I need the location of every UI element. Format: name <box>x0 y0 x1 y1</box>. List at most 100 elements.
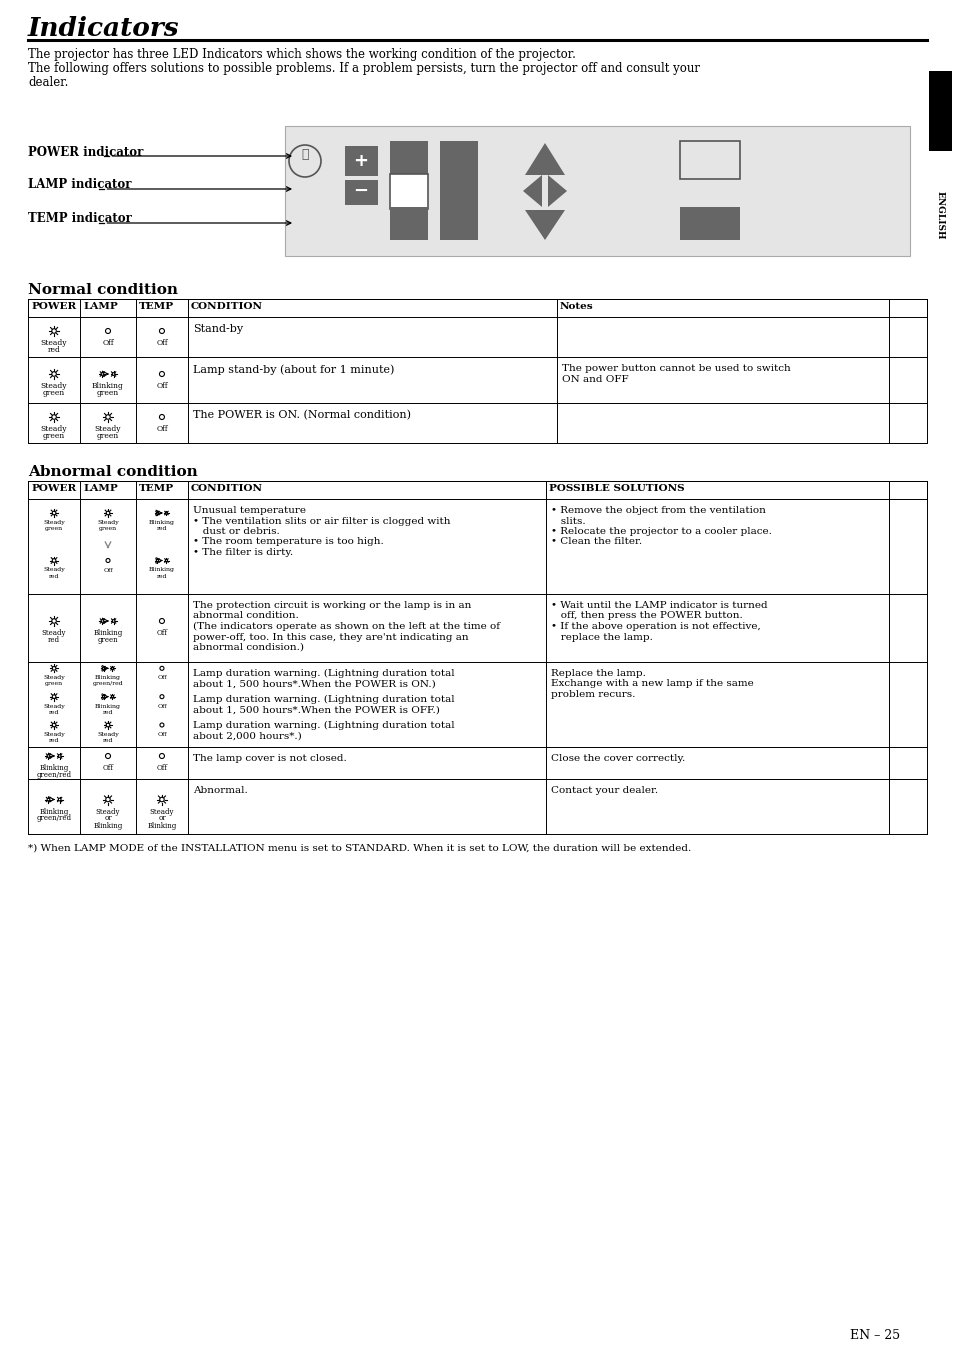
Text: Normal condition: Normal condition <box>28 282 178 297</box>
Text: Abnormal.: Abnormal. <box>193 786 248 794</box>
Polygon shape <box>524 209 564 240</box>
Text: EN – 25: EN – 25 <box>849 1329 900 1342</box>
Text: LAMP indicator: LAMP indicator <box>28 178 132 192</box>
Text: slits.: slits. <box>550 516 585 526</box>
Text: power-off, too. In this case, they are'nt indicating an: power-off, too. In this case, they are'n… <box>193 632 468 642</box>
Text: Abnormal condition: Abnormal condition <box>28 465 197 480</box>
Text: ENGLISH: ENGLISH <box>935 190 943 239</box>
Text: Steady: Steady <box>94 426 121 434</box>
Text: red: red <box>103 738 113 743</box>
Text: Off: Off <box>157 732 167 738</box>
Text: *) When LAMP MODE of the INSTALLATION menu is set to STANDARD. When it is set to: *) When LAMP MODE of the INSTALLATION me… <box>28 844 691 852</box>
Text: green: green <box>97 636 118 644</box>
Text: TEMP indicator: TEMP indicator <box>28 212 132 226</box>
Bar <box>390 207 428 240</box>
Text: POWER indicator: POWER indicator <box>28 146 143 158</box>
Text: Lamp duration warning. (Lightning duration total: Lamp duration warning. (Lightning durati… <box>193 669 455 678</box>
Bar <box>345 180 377 205</box>
Text: about 2,000 hours*.): about 2,000 hours*.) <box>193 731 301 740</box>
Text: green: green <box>45 526 63 531</box>
Text: • If the above operation is not effective,: • If the above operation is not effectiv… <box>550 621 760 631</box>
Text: green: green <box>43 432 65 440</box>
Text: Blinking: Blinking <box>147 821 176 830</box>
Text: dust or debris.: dust or debris. <box>193 527 279 536</box>
Text: Steady: Steady <box>42 630 67 638</box>
Text: Blinking: Blinking <box>39 765 69 771</box>
Text: POWER: POWER <box>30 303 76 311</box>
Text: red: red <box>49 738 59 743</box>
Text: Off: Off <box>156 765 168 771</box>
Text: red: red <box>48 636 60 644</box>
Text: green: green <box>97 432 119 440</box>
Text: red: red <box>49 574 59 578</box>
Text: red: red <box>156 574 167 578</box>
Text: Steady: Steady <box>95 808 120 816</box>
Text: CONDITION: CONDITION <box>191 303 263 311</box>
Text: Blinking: Blinking <box>95 676 121 681</box>
Text: Steady: Steady <box>41 426 68 434</box>
Text: Close the cover correctly.: Close the cover correctly. <box>550 754 684 763</box>
Text: about 1, 500 hours*.When the POWER is OFF.): about 1, 500 hours*.When the POWER is OF… <box>193 705 439 715</box>
Text: green: green <box>43 389 65 397</box>
Bar <box>439 141 477 178</box>
Polygon shape <box>547 176 566 207</box>
Polygon shape <box>522 176 541 207</box>
Text: Steady: Steady <box>97 732 119 738</box>
Text: Off: Off <box>157 704 167 709</box>
Text: Steady: Steady <box>43 520 65 526</box>
Text: The protection circuit is working or the lamp is in an: The protection circuit is working or the… <box>193 601 471 611</box>
Text: replace the lamp.: replace the lamp. <box>550 632 652 642</box>
Text: Blinking: Blinking <box>149 567 174 573</box>
Text: Steady: Steady <box>43 676 65 681</box>
Bar <box>679 207 740 240</box>
Text: red: red <box>156 526 167 531</box>
Bar <box>679 141 740 178</box>
Text: Blinking: Blinking <box>92 382 124 390</box>
Text: Lamp duration warning. (Lightning duration total: Lamp duration warning. (Lightning durati… <box>193 721 455 730</box>
Text: red: red <box>103 709 113 715</box>
Text: POSSIBLE SOLUTIONS: POSSIBLE SOLUTIONS <box>548 484 683 493</box>
Text: TEMP: TEMP <box>139 484 173 493</box>
Text: green/red: green/red <box>36 771 71 780</box>
Text: Steady: Steady <box>41 382 68 390</box>
Bar <box>28 299 926 317</box>
Bar <box>928 72 951 151</box>
Text: ⏻: ⏻ <box>301 149 309 162</box>
Text: The lamp cover is not closed.: The lamp cover is not closed. <box>193 754 346 763</box>
Text: Lamp stand-by (about for 1 minute): Lamp stand-by (about for 1 minute) <box>193 363 394 374</box>
Text: Lamp duration warning. (Lightning duration total: Lamp duration warning. (Lightning durati… <box>193 694 455 704</box>
Text: Off: Off <box>156 630 168 638</box>
Text: +: + <box>354 153 368 170</box>
Bar <box>285 126 909 255</box>
Text: The POWER is ON. (Normal condition): The POWER is ON. (Normal condition) <box>193 409 411 420</box>
Text: green/red: green/red <box>92 681 123 686</box>
Text: Off: Off <box>157 676 167 681</box>
Text: Off: Off <box>156 426 168 434</box>
Text: Unusual temperature: Unusual temperature <box>193 507 306 515</box>
Text: Replace the lamp.: Replace the lamp. <box>550 669 645 678</box>
Text: Exchange with a new lamp if the same: Exchange with a new lamp if the same <box>550 680 753 689</box>
Text: • The filter is dirty.: • The filter is dirty. <box>193 549 293 557</box>
Text: POWER: POWER <box>30 484 76 493</box>
Text: (The indicators operate as shown on the left at the time of: (The indicators operate as shown on the … <box>193 621 499 631</box>
Text: ON and OFF: ON and OFF <box>561 376 628 384</box>
Bar <box>390 174 428 209</box>
Text: Contact your dealer.: Contact your dealer. <box>550 786 658 794</box>
Text: Steady: Steady <box>43 732 65 738</box>
Text: Steady: Steady <box>97 520 119 526</box>
Bar <box>28 481 926 499</box>
Text: LAMP: LAMP <box>83 484 118 493</box>
Text: Stand-by: Stand-by <box>193 324 243 334</box>
Text: • The ventilation slits or air filter is clogged with: • The ventilation slits or air filter is… <box>193 516 450 526</box>
Text: Steady: Steady <box>43 567 65 573</box>
Text: Indicators: Indicators <box>28 16 179 41</box>
Text: dealer.: dealer. <box>28 76 69 89</box>
Text: Blinking: Blinking <box>93 821 123 830</box>
Text: Blinking: Blinking <box>39 808 69 816</box>
Text: green: green <box>45 681 63 686</box>
Text: • Remove the object from the ventilation: • Remove the object from the ventilation <box>550 507 765 515</box>
Text: green/red: green/red <box>36 815 71 823</box>
Text: Blinking: Blinking <box>93 630 123 638</box>
Polygon shape <box>524 143 564 176</box>
Text: LAMP: LAMP <box>83 303 118 311</box>
